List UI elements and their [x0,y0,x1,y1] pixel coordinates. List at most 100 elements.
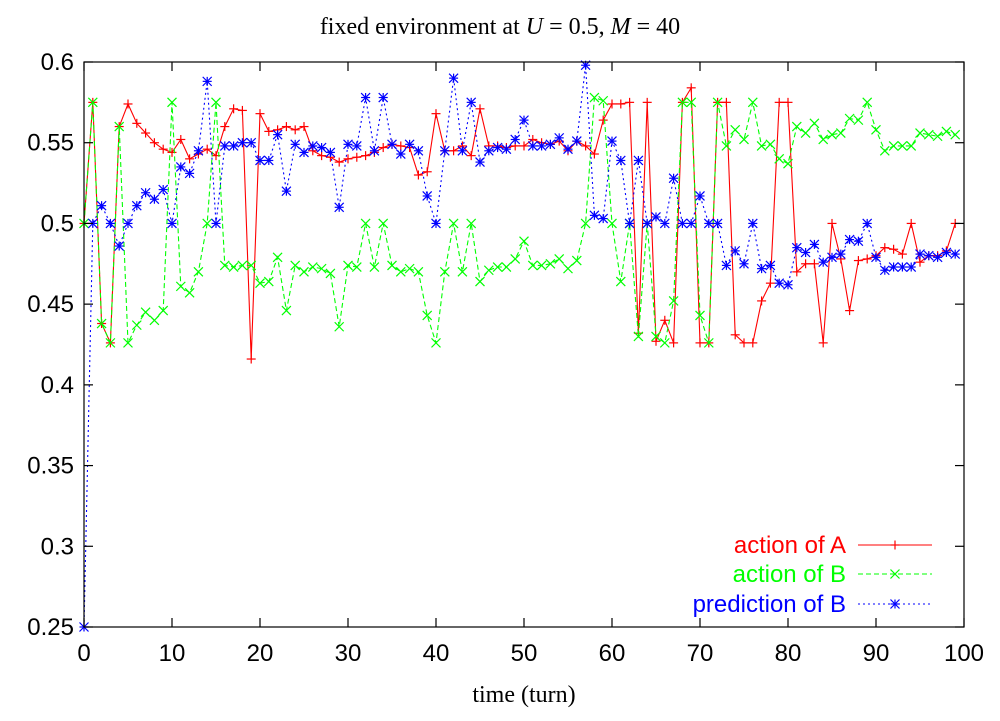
data-point-action-of-b [589,92,600,103]
data-point-action-of-a [176,134,186,144]
data-point-action-of-a [413,170,423,180]
data-point-prediction-of-b [439,145,450,156]
data-point-prediction-of-b [395,149,406,159]
data-point-prediction-of-b [457,145,468,156]
legend-marker-prediction-of-b [890,599,900,609]
chart-title: fixed environment at U = 0.5, M = 40 [320,14,680,40]
data-point-action-of-b [343,260,353,271]
data-point-action-of-b [835,128,846,138]
data-point-action-of-b [668,295,679,306]
data-point-prediction-of-b [835,249,846,260]
data-point-prediction-of-b [756,263,767,274]
data-point-prediction-of-b [475,157,485,168]
data-point-prediction-of-b [519,115,529,126]
data-point-action-of-a [765,278,775,288]
data-point-action-of-b [123,337,133,348]
data-point-action-of-b [149,315,160,326]
data-point-prediction-of-b [211,218,221,229]
y-tick-label: 0.5 [41,210,74,237]
data-point-prediction-of-b [853,236,864,247]
data-point-prediction-of-b [114,241,125,251]
data-point-prediction-of-b [677,218,688,229]
legend-label-action-of-b: action of B [733,561,846,588]
data-point-action-of-b [536,260,547,271]
data-point-prediction-of-b [527,141,538,151]
x-tick-label: 70 [687,640,714,667]
data-point-action-of-a [281,122,291,132]
data-point-prediction-of-b [545,139,556,150]
data-point-action-of-b [202,218,213,229]
data-point-action-of-b [527,260,538,271]
data-point-action-of-a [880,243,890,253]
y-tick-label: 0.6 [41,49,74,76]
data-point-action-of-a [299,122,309,132]
data-point-action-of-b [941,126,952,137]
data-point-action-of-b [87,97,98,108]
data-point-action-of-a [237,105,247,115]
data-point-action-of-a [853,256,863,266]
data-point-prediction-of-b [695,191,705,201]
data-point-action-of-a [334,157,344,167]
data-point-prediction-of-b [175,162,186,172]
data-point-prediction-of-b [941,247,952,258]
data-point-prediction-of-b [615,155,626,166]
data-point-prediction-of-b [299,147,309,158]
data-point-action-of-a [695,338,705,348]
data-point-action-of-a [792,267,802,277]
data-point-action-of-b [211,97,221,108]
data-point-action-of-a [915,257,925,267]
data-point-action-of-a [220,122,230,132]
data-point-prediction-of-b [387,139,397,150]
data-point-action-of-a [897,249,907,259]
data-point-action-of-b [140,307,151,318]
data-point-action-of-a [317,151,327,161]
data-point-prediction-of-b [378,92,389,103]
data-point-action-of-a [801,259,811,269]
data-point-action-of-a [889,244,899,254]
legend-marker-action-of-a [890,540,900,550]
data-point-action-of-b [756,141,767,151]
data-point-action-of-b [501,262,512,272]
data-point-action-of-a [431,109,441,119]
chart-title-eq-u: = 0.5, [543,14,611,40]
data-point-action-of-b [475,276,485,287]
data-point-prediction-of-b [131,200,142,211]
data-point-action-of-a [475,104,485,114]
data-point-action-of-b [369,262,380,272]
data-point-action-of-b [483,265,494,276]
data-point-action-of-a [352,152,362,162]
x-tick-label: 10 [159,640,186,667]
data-point-prediction-of-b [536,141,547,151]
data-point-prediction-of-b [809,239,820,250]
data-point-action-of-b [228,262,239,272]
data-point-prediction-of-b [123,218,133,229]
series-line-action-of-b [83,96,956,344]
data-point-action-of-b [791,121,802,132]
data-point-action-of-a [748,338,758,348]
data-point-action-of-b [739,134,749,145]
data-point-action-of-b [554,254,565,264]
data-point-prediction-of-b [105,218,116,229]
data-point-action-of-a [264,126,274,136]
data-point-action-of-b [818,134,829,145]
legend-label-prediction-of-b: prediction of B [693,591,846,618]
data-point-action-of-b [387,260,397,271]
data-point-prediction-of-b [228,141,239,151]
data-point-action-of-a [774,97,784,107]
data-point-prediction-of-b [325,147,336,158]
data-point-prediction-of-b [651,212,661,222]
data-point-action-of-b [879,145,890,156]
data-point-prediction-of-b [167,218,177,229]
data-point-action-of-b [290,260,301,271]
chart-title-var-m: M [610,14,633,40]
data-point-prediction-of-b [721,260,732,271]
data-point-action-of-b [114,121,125,132]
data-point-prediction-of-b [598,213,609,224]
y-tick-label: 0.35 [27,453,74,480]
data-point-action-of-b [800,128,811,138]
data-point-action-of-a [739,338,749,348]
data-point-action-of-b [510,254,521,264]
data-point-action-of-a [581,141,591,151]
data-point-prediction-of-b [466,97,477,108]
data-point-action-of-a [185,154,195,164]
